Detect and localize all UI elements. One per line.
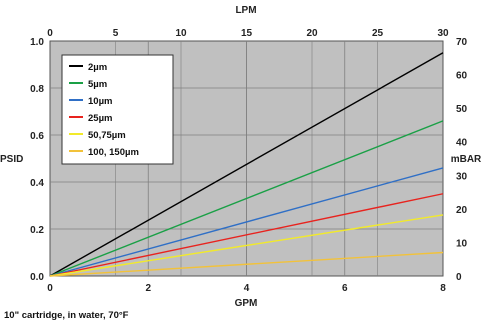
legend-label: 10µm — [88, 96, 113, 107]
right-tick-label: 50 — [456, 104, 468, 115]
top-tick-label: 0 — [47, 28, 53, 39]
legend-label: 5µm — [88, 79, 107, 90]
series-line — [49, 167, 444, 277]
top-tick-label: 20 — [306, 28, 318, 39]
left-tick-label: 0.4 — [30, 178, 44, 189]
left-tick-label: 0.8 — [30, 84, 44, 95]
right-tick-label: 40 — [456, 138, 468, 149]
top-tick-label: 25 — [372, 28, 384, 39]
legend-label: 25µm — [88, 113, 113, 124]
bottom-tick-label: 8 — [440, 283, 446, 294]
left-axis-title: PSID — [0, 154, 23, 165]
data-series — [49, 52, 444, 277]
series-line — [49, 120, 444, 277]
tick-labels: 0 2 4 6 80 5 10 15 20 25 300.00.20.40.60.81.001020… — [30, 28, 467, 294]
right-tick-label: 30 — [456, 171, 468, 182]
legend-label: 100, 150µm — [88, 147, 139, 158]
left-tick-label: 0.2 — [30, 225, 44, 236]
legend-label: 50,75µm — [88, 130, 126, 141]
series-line — [49, 52, 444, 277]
bottom-tick-label: 0 — [47, 283, 53, 294]
footnote: 10" cartridge, in water, 70°F — [4, 310, 129, 321]
right-tick-label: 70 — [456, 37, 468, 48]
series-line — [49, 193, 444, 277]
right-tick-label: 20 — [456, 205, 468, 216]
top-tick-label: 15 — [241, 28, 253, 39]
top-tick-label: 10 — [175, 28, 187, 39]
right-tick-label: 60 — [456, 71, 468, 82]
bottom-axis-title: GPM — [235, 298, 258, 309]
series-line — [49, 214, 444, 277]
bottom-tick-label: 4 — [244, 283, 250, 294]
bottom-tick-label: 2 — [145, 283, 151, 294]
legend-box — [61, 54, 174, 165]
left-tick-label: 0.6 — [30, 131, 44, 142]
top-tick-label: 30 — [437, 28, 449, 39]
right-tick-label: 0 — [456, 272, 462, 283]
top-tick-label: 5 — [113, 28, 119, 39]
legend: 2µm 5µm 10µm 25µm 50,75µm 100, 150µm — [61, 54, 174, 165]
legend-label: 2µm — [88, 62, 107, 73]
right-axis-title: mBAR — [451, 154, 482, 165]
series-line — [49, 251, 444, 277]
top-axis-title: LPM — [235, 5, 256, 16]
bottom-tick-label: 6 — [342, 283, 348, 294]
right-tick-label: 10 — [456, 238, 468, 249]
left-tick-label: 0.0 — [30, 272, 44, 283]
left-tick-label: 1.0 — [30, 37, 44, 48]
